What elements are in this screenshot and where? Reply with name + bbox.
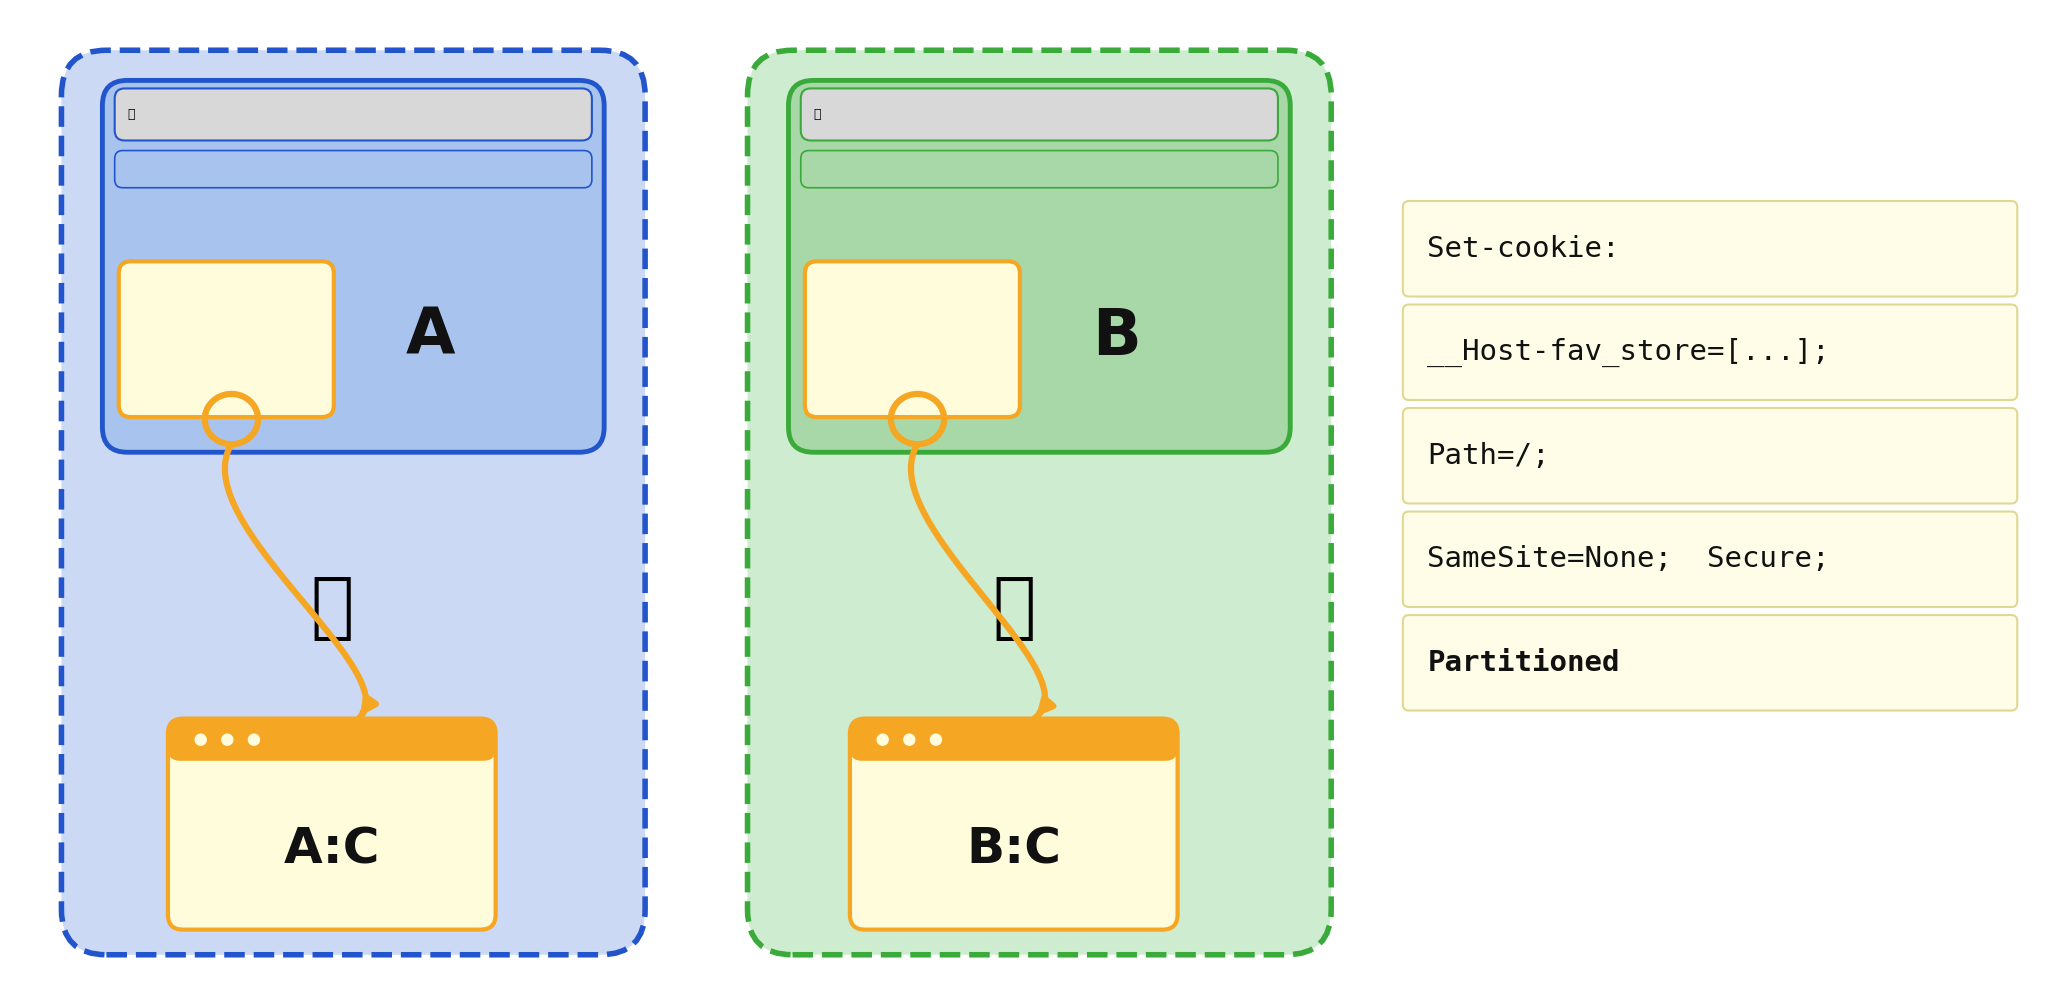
- Text: 🔒: 🔒: [813, 108, 821, 121]
- Circle shape: [903, 735, 915, 746]
- Text: __Host-fav_store=[...];: __Host-fav_store=[...];: [1427, 338, 1831, 367]
- FancyBboxPatch shape: [1403, 512, 2017, 607]
- FancyBboxPatch shape: [115, 88, 592, 141]
- Text: A: A: [406, 306, 455, 368]
- Text: A:C: A:C: [283, 825, 381, 873]
- FancyBboxPatch shape: [1403, 615, 2017, 711]
- FancyBboxPatch shape: [850, 719, 1178, 930]
- Circle shape: [930, 735, 942, 746]
- FancyBboxPatch shape: [801, 151, 1278, 188]
- Circle shape: [195, 735, 207, 746]
- FancyBboxPatch shape: [115, 151, 592, 188]
- FancyBboxPatch shape: [801, 88, 1278, 141]
- FancyBboxPatch shape: [168, 719, 496, 930]
- Text: Partitioned: Partitioned: [1427, 649, 1620, 676]
- FancyBboxPatch shape: [119, 261, 334, 417]
- FancyBboxPatch shape: [805, 261, 1020, 417]
- FancyBboxPatch shape: [850, 719, 1178, 761]
- FancyBboxPatch shape: [1403, 201, 2017, 296]
- Circle shape: [248, 735, 260, 746]
- FancyBboxPatch shape: [748, 50, 1331, 955]
- FancyBboxPatch shape: [788, 80, 1290, 452]
- Circle shape: [221, 735, 233, 746]
- Text: SameSite=None;  Secure;: SameSite=None; Secure;: [1427, 546, 1831, 573]
- FancyBboxPatch shape: [1403, 408, 2017, 504]
- FancyBboxPatch shape: [1403, 305, 2017, 400]
- Text: B: B: [1092, 306, 1141, 368]
- Text: B:C: B:C: [967, 825, 1061, 873]
- FancyBboxPatch shape: [168, 719, 496, 761]
- FancyBboxPatch shape: [102, 80, 604, 452]
- FancyBboxPatch shape: [61, 50, 645, 955]
- Circle shape: [877, 735, 889, 746]
- Text: Path=/;: Path=/;: [1427, 442, 1550, 469]
- Text: 🍪: 🍪: [309, 574, 354, 642]
- Text: Set-cookie:: Set-cookie:: [1427, 235, 1620, 262]
- Text: 🔒: 🔒: [127, 108, 135, 121]
- Text: 🍪: 🍪: [991, 574, 1036, 642]
